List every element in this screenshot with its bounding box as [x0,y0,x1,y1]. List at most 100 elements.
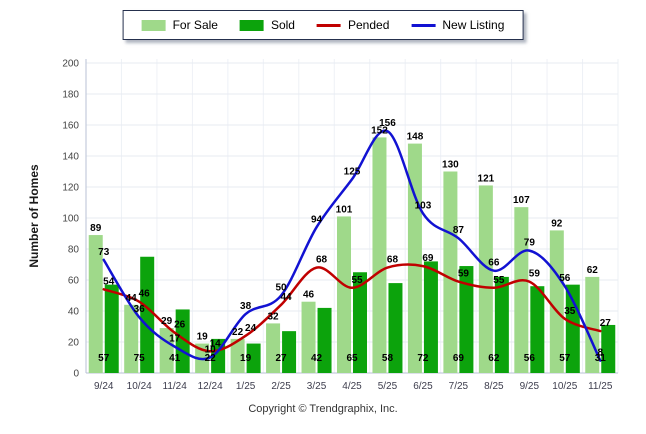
svg-text:94: 94 [311,214,323,225]
svg-text:75: 75 [134,353,146,364]
svg-text:10: 10 [205,345,217,356]
svg-text:120: 120 [62,183,79,194]
axis-lines [85,59,618,374]
svg-text:17: 17 [169,334,181,345]
svg-text:22: 22 [205,353,217,364]
svg-text:1/25: 1/25 [236,381,256,392]
x-axis-labels: 9/24 10/24 11/24 12/24 1/25 2/25 3/25 4/25 5/25 6… [94,381,613,392]
svg-text:56: 56 [524,353,536,364]
svg-text:50: 50 [276,283,288,294]
svg-text:20: 20 [68,338,80,349]
svg-text:3/25: 3/25 [307,381,327,392]
svg-text:79: 79 [524,238,536,249]
svg-text:60: 60 [68,276,80,287]
svg-text:41: 41 [169,353,181,364]
legend-item-pended: Pended [316,18,389,32]
svg-text:11/25: 11/25 [588,381,613,392]
legend-label-sold: Sold [270,18,295,32]
svg-text:125: 125 [344,166,361,177]
svg-text:8/25: 8/25 [484,381,504,392]
svg-text:73: 73 [98,247,110,258]
svg-text:107: 107 [513,195,530,206]
svg-text:10/24: 10/24 [127,381,152,392]
svg-text:0: 0 [73,369,79,380]
svg-text:59: 59 [529,269,541,280]
svg-text:62: 62 [587,265,599,276]
svg-text:69: 69 [422,253,434,264]
svg-text:10/25: 10/25 [552,381,577,392]
svg-text:59: 59 [458,269,470,280]
svg-text:180: 180 [62,90,79,101]
svg-text:8: 8 [597,348,603,359]
svg-text:103: 103 [415,200,432,211]
svg-text:62: 62 [488,353,500,364]
svg-text:9/24: 9/24 [94,381,114,392]
new-listing-line [102,129,602,362]
sold-value-labels: 57 75 41 22 19 27 42 65 58 72 69 62 56 57 31 [98,353,606,364]
legend-item-sold: Sold [239,18,295,32]
svg-text:140: 140 [62,152,79,163]
svg-text:87: 87 [453,225,465,236]
chart-area: 0 20 40 60 80 100 120 140 160 180 200 57 75 41 22 19 27 4… [62,59,619,392]
svg-text:32: 32 [268,311,280,322]
for-sale-value-labels: 89 44 29 19 22 32 46 101 152 148 130 121 107 92 62 [90,125,598,342]
pended-line [102,263,602,353]
svg-text:160: 160 [62,121,79,132]
svg-text:58: 58 [382,353,394,364]
pended-value-labels: 54 46 26 14 24 44 68 55 68 69 59 55 59 35 27 [103,253,611,349]
for-sale-swatch-icon [141,19,166,31]
svg-text:36: 36 [134,304,146,315]
svg-text:4/25: 4/25 [342,381,362,392]
svg-text:29: 29 [161,316,173,327]
legend-label-for-sale: For Sale [172,18,218,32]
svg-text:6/25: 6/25 [413,381,433,392]
legend: For Sale Sold Pended New Listing [122,10,524,40]
pended-line-swatch-icon [316,23,341,27]
legend-item-new-listing: New Listing [411,18,504,32]
svg-text:54: 54 [103,276,115,287]
svg-text:121: 121 [478,173,495,184]
svg-text:89: 89 [90,223,102,234]
svg-text:92: 92 [551,218,563,229]
svg-text:68: 68 [387,255,399,266]
svg-text:5/25: 5/25 [378,381,398,392]
chart-canvas: 0 20 40 60 80 100 120 140 160 180 200 57 75 41 22 19 27 4… [62,59,619,392]
svg-text:156: 156 [379,118,396,129]
svg-text:12/24: 12/24 [198,381,223,392]
new-listing-value-labels: 73 36 17 10 38 50 94 125 156 103 87 66 79 56 8 [98,118,603,358]
y-tick-labels: 0 20 40 60 80 100 120 140 160 180 200 [62,59,79,380]
svg-text:44: 44 [126,293,138,304]
svg-text:19: 19 [197,332,209,343]
svg-text:200: 200 [62,59,79,70]
svg-text:55: 55 [351,275,363,286]
svg-text:55: 55 [493,275,505,286]
svg-text:100: 100 [62,214,79,225]
svg-text:31: 31 [595,353,607,364]
svg-text:14: 14 [210,338,222,349]
svg-text:40: 40 [68,307,80,318]
svg-text:7/25: 7/25 [449,381,469,392]
svg-text:57: 57 [98,353,110,364]
svg-text:27: 27 [276,353,288,364]
svg-text:46: 46 [139,289,151,300]
svg-text:65: 65 [346,353,358,364]
svg-text:2/25: 2/25 [271,381,291,392]
svg-text:130: 130 [442,160,459,171]
vertical-gridlines [85,59,619,373]
svg-text:148: 148 [407,132,424,143]
svg-text:19: 19 [240,353,252,364]
svg-text:69: 69 [453,353,465,364]
svg-text:44: 44 [281,292,293,303]
svg-text:27: 27 [600,318,612,329]
legend-item-for-sale: For Sale [141,18,218,32]
sold-swatch-icon [239,19,264,31]
svg-text:57: 57 [559,353,571,364]
svg-text:101: 101 [336,204,353,215]
bars-for-sale [88,137,600,373]
svg-text:68: 68 [316,255,328,266]
copyright-text: Copyright © Trendgraphix, Inc. [248,403,398,415]
svg-text:11/24: 11/24 [163,381,188,392]
svg-text:46: 46 [303,290,315,301]
svg-text:66: 66 [488,258,500,269]
